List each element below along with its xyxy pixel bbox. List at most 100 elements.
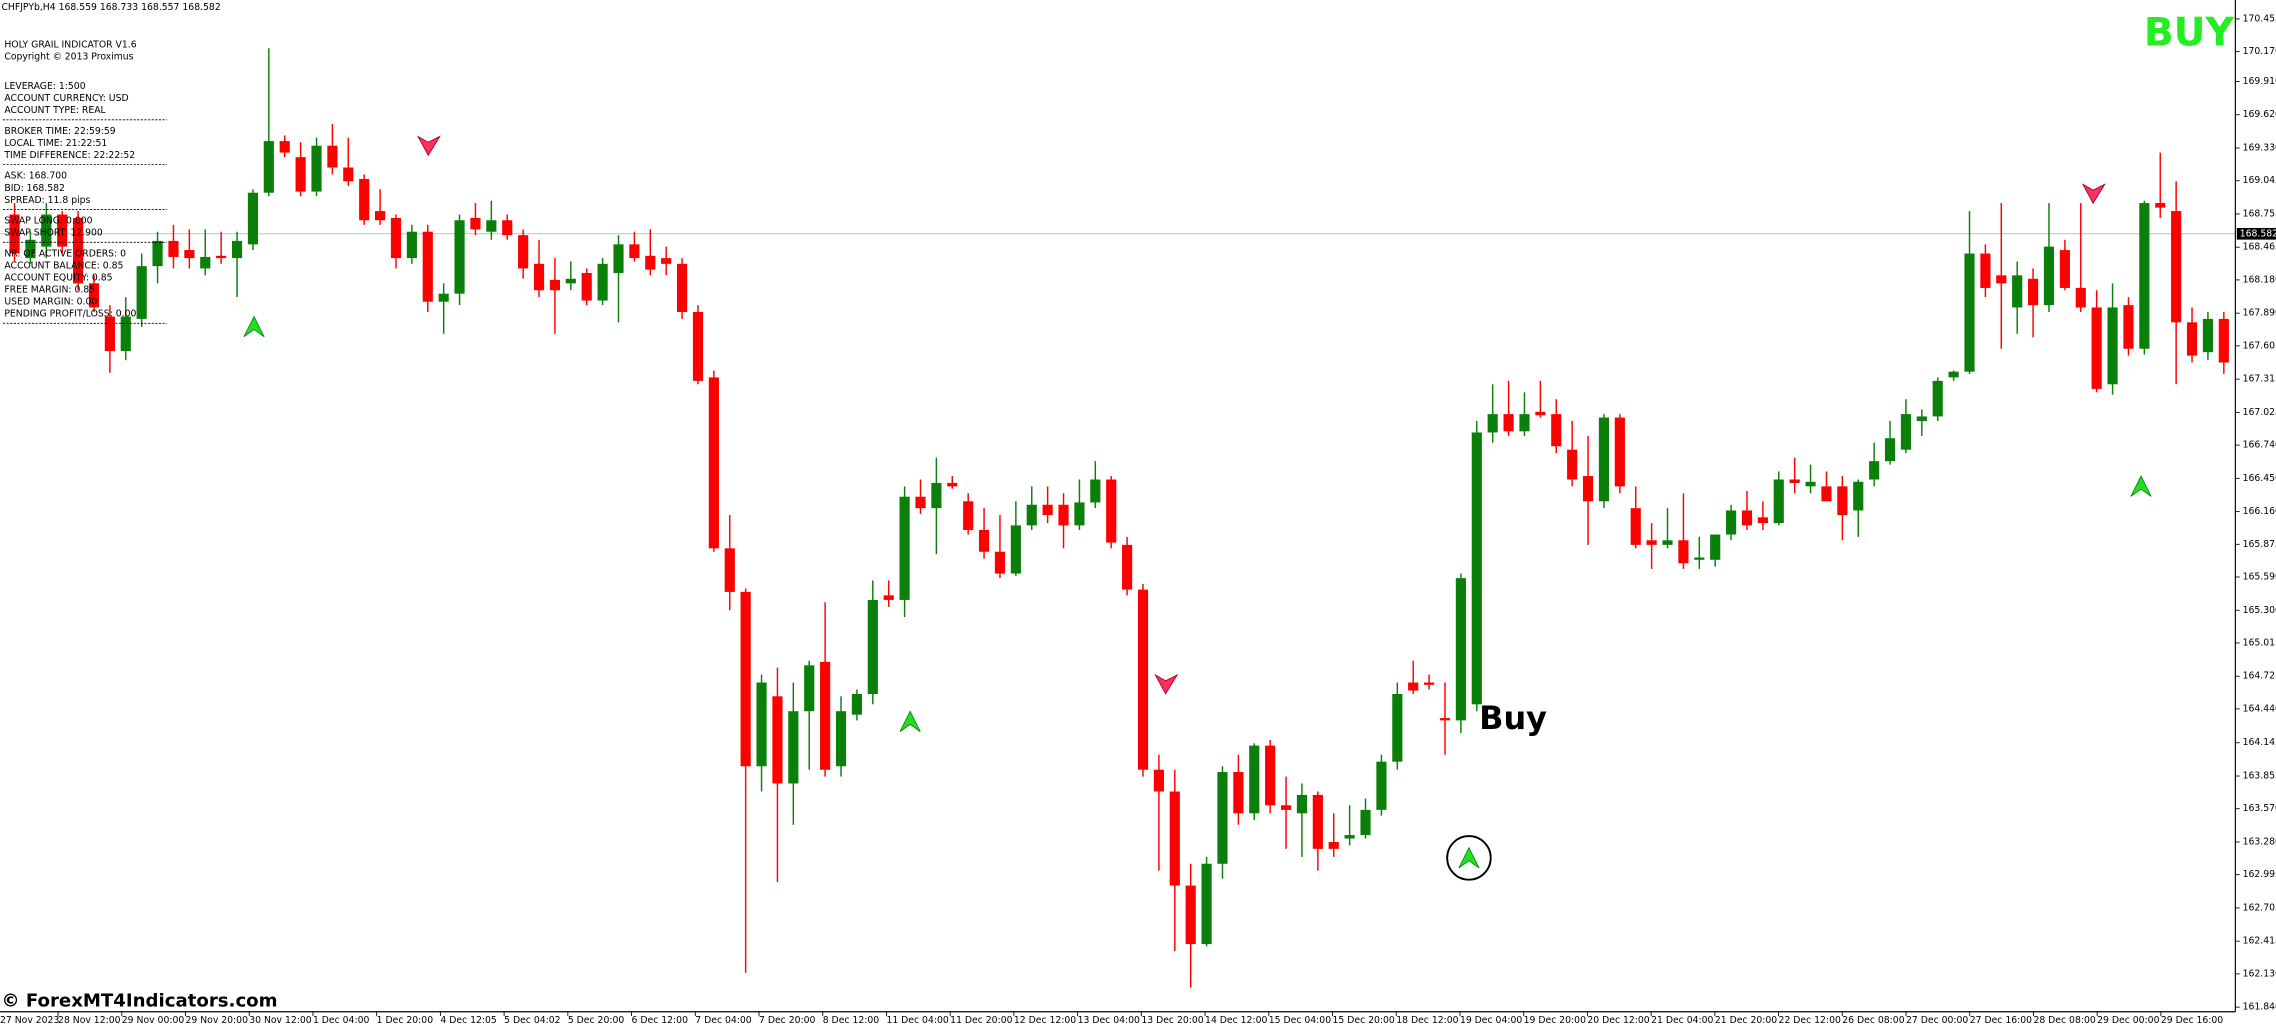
y-tick-label: 163.855 <box>2243 771 2276 782</box>
panel-line: USED MARGIN: 0.00 <box>4 297 97 308</box>
candle-body <box>1932 380 1943 417</box>
y-tick-label: 169.620 <box>2243 109 2276 120</box>
candle-body <box>661 258 672 264</box>
candle-body <box>1662 540 1673 545</box>
candle-body <box>899 496 910 600</box>
candle-body <box>88 283 100 308</box>
candle-body <box>1439 718 1451 721</box>
candle-body <box>231 240 243 259</box>
candle-body <box>756 682 767 767</box>
candle-body <box>1042 504 1053 516</box>
candle-body <box>772 696 783 784</box>
candle-body <box>2218 318 2229 363</box>
y-tick-label: 165.875 <box>2243 539 2276 550</box>
x-tick-label: 15 Dec 20:00 <box>1333 1015 1395 1026</box>
candle-body <box>1503 414 1514 432</box>
panel-line: SWAP SHORT: 12.900 <box>4 228 103 239</box>
x-tick-label: 19 Dec 20:00 <box>1524 1015 1586 1026</box>
candle-body <box>1408 682 1419 691</box>
x-tick-label: 29 Nov 00:00 <box>122 1015 185 1026</box>
x-tick-label: 1 Dec 04:00 <box>313 1015 370 1026</box>
candle-body <box>1169 791 1180 886</box>
candle-body <box>851 693 862 715</box>
candle-body <box>120 316 131 352</box>
y-tick-label: 164.440 <box>2243 703 2276 714</box>
candle-body <box>1567 449 1578 480</box>
y-tick-label: 162.705 <box>2243 902 2276 913</box>
candle-body <box>438 293 449 302</box>
x-tick-label: 18 Dec 12:00 <box>1396 1015 1458 1026</box>
sell-arrow <box>2081 183 2106 205</box>
candle-body <box>1455 578 1466 721</box>
panel-line: HOLY GRAIL INDICATOR V1.6 <box>4 40 136 51</box>
candle-body <box>1916 416 1927 421</box>
candle-body <box>2028 278 2039 306</box>
candle-body <box>73 217 84 284</box>
candle-body <box>2107 307 2118 385</box>
candle-body <box>1392 693 1403 762</box>
candle-body <box>41 214 52 247</box>
candle-body <box>1201 863 1212 945</box>
price-line-label: 168.582 <box>2240 229 2276 240</box>
candle-body <box>1090 479 1101 503</box>
candle-body <box>613 244 624 274</box>
panel-line: Copyright © 2013 Proximus <box>4 52 133 63</box>
panel-line: PENDING PROFIT/LOSS: 0.00 <box>4 309 136 320</box>
y-tick-label: 170.455 <box>2243 13 2276 24</box>
x-tick-label: 13 Dec 04:00 <box>1078 1015 1140 1026</box>
panel-line: ACCOUNT CURRENCY: USD <box>4 93 128 104</box>
signal-text: BUY <box>2144 10 2235 55</box>
buy-arrow <box>243 315 265 338</box>
panel-line: FREE MARGIN: 0.85 <box>4 285 95 296</box>
y-tick-label: 163.280 <box>2243 836 2276 847</box>
sell-arrow <box>1154 673 1179 695</box>
candle-body <box>1948 371 1959 378</box>
candle-body <box>692 312 704 381</box>
x-tick-label: 26 Dec 08:00 <box>1842 1015 1904 1026</box>
buy-arrow <box>899 710 921 732</box>
candle-body <box>1424 682 1435 685</box>
y-tick-label: 169.045 <box>2243 175 2276 186</box>
y-tick-label: 167.025 <box>2243 407 2276 418</box>
x-tick-label: 11 Dec 04:00 <box>886 1015 948 1026</box>
candle-body <box>1757 517 1768 524</box>
candle-body <box>518 235 529 269</box>
candle-body <box>994 551 1006 574</box>
y-tick-label: 167.890 <box>2243 308 2276 319</box>
candle-body <box>216 255 227 259</box>
y-tick-label: 165.590 <box>2243 571 2276 582</box>
candle-body <box>1598 417 1610 502</box>
candle-body <box>2059 250 2070 288</box>
candle-body <box>152 240 163 267</box>
candle-body <box>2171 211 2182 323</box>
y-tick-label: 169.910 <box>2243 76 2276 87</box>
candle-body <box>57 214 68 247</box>
candle-body <box>1376 761 1387 810</box>
candle-body <box>2091 307 2102 389</box>
candle-body <box>597 263 608 301</box>
candle-body <box>804 665 815 712</box>
candle-body <box>375 211 386 221</box>
candle-body <box>184 250 195 259</box>
plot-area <box>0 48 2236 988</box>
candle-body <box>1837 486 1848 516</box>
panel-line: TIME DIFFERENCE: 22:22:52 <box>3 150 135 161</box>
candle-body <box>327 145 338 168</box>
candle-body <box>963 501 974 530</box>
candle-body <box>25 239 36 259</box>
x-tick-label: 19 Dec 04:00 <box>1460 1015 1522 1026</box>
watermark: © ForexMT4Indicators.com <box>1 991 277 1012</box>
candle-body <box>1630 508 1641 545</box>
candle-body <box>1487 414 1498 433</box>
panel-line: LEVERAGE: 1:500 <box>4 81 85 92</box>
candle-body <box>295 157 306 192</box>
candle-body <box>1074 502 1085 526</box>
y-tick-label: 169.330 <box>2243 142 2276 153</box>
candle-body <box>1471 432 1482 705</box>
y-tick-label: 165.300 <box>2243 605 2276 616</box>
y-tick-label: 162.995 <box>2243 869 2276 880</box>
x-tick-label: 4 Dec 12:05 <box>440 1015 497 1026</box>
candle-body <box>406 231 417 259</box>
